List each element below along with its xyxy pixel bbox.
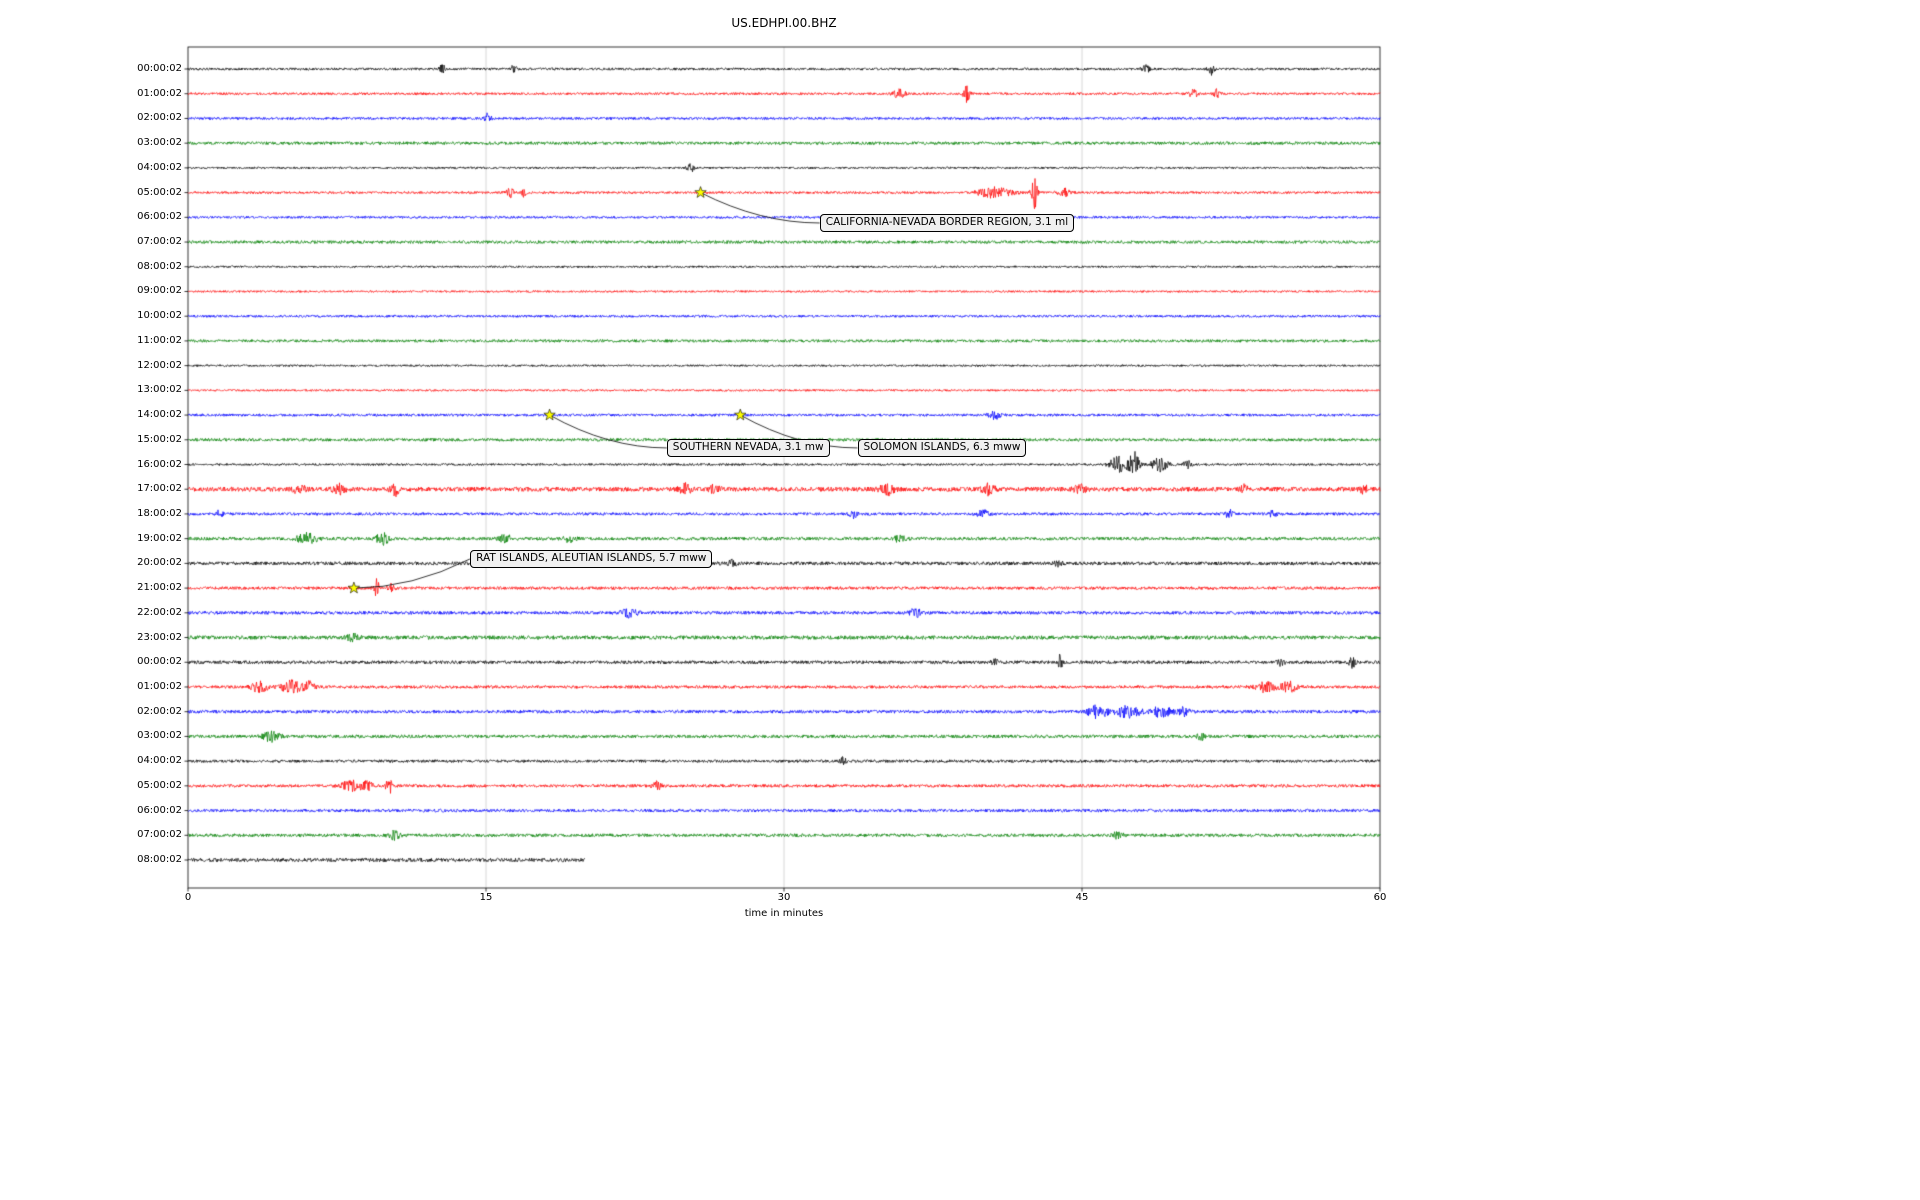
- y-tick-label: 06:00:02: [137, 211, 182, 223]
- y-tick-label: 02:00:02: [137, 705, 182, 717]
- y-tick-label: 08:00:02: [137, 854, 182, 865]
- y-tick-label: 02:00:02: [137, 112, 182, 124]
- y-tick-label: 21:00:02: [137, 582, 182, 594]
- event-annotation-label: SOLOMON ISLANDS, 6.3 mww: [857, 438, 1027, 457]
- y-tick-label: 00:00:02: [137, 63, 182, 74]
- x-tick-label: 0: [184, 892, 192, 903]
- y-tick-label: 01:00:02: [137, 680, 182, 692]
- y-tick-label: 10:00:02: [137, 310, 182, 322]
- y-tick-label: 01:00:02: [137, 87, 182, 99]
- y-tick-label: 13:00:02: [137, 384, 182, 396]
- y-tick-label: 05:00:02: [137, 186, 182, 198]
- y-tick-label: 11:00:02: [137, 334, 182, 346]
- y-tick-label: 09:00:02: [137, 285, 182, 297]
- y-tick-label: 20:00:02: [137, 557, 182, 569]
- y-tick-label: 08:00:02: [137, 260, 182, 272]
- y-tick-label: 15:00:02: [137, 433, 182, 445]
- event-annotation-label: RAT ISLANDS, ALEUTIAN ISLANDS, 5.7 mww: [470, 549, 713, 568]
- event-annotation-label: SOUTHERN NEVADA, 3.1 mw: [666, 438, 830, 457]
- y-tick-label: 05:00:02: [137, 779, 182, 791]
- x-tick-label: 15: [479, 892, 493, 903]
- event-annotation-label: CALIFORNIA-NEVADA BORDER REGION, 3.1 ml: [819, 213, 1075, 232]
- y-tick-label: 00:00:02: [137, 656, 182, 668]
- x-tick-label: 60: [1373, 892, 1387, 903]
- y-tick-label: 06:00:02: [137, 804, 182, 816]
- figure-title: US.EDHPI.00.BHZ: [731, 16, 837, 30]
- y-tick-label: 03:00:02: [137, 137, 182, 149]
- y-tick-label: 04:00:02: [137, 161, 182, 173]
- x-tick-label: 45: [1075, 892, 1089, 903]
- y-tick-label: 18:00:02: [137, 507, 182, 519]
- x-tick-label: 30: [777, 892, 791, 903]
- y-tick-label: 16:00:02: [137, 458, 182, 470]
- x-axis-label: time in minutes: [744, 908, 824, 919]
- y-tick-label: 07:00:02: [137, 236, 182, 248]
- y-tick-label: 19:00:02: [137, 532, 182, 544]
- y-tick-label: 17:00:02: [137, 483, 182, 495]
- y-tick-label: 14:00:02: [137, 409, 182, 421]
- y-tick-label: 04:00:02: [137, 755, 182, 767]
- y-tick-label: 03:00:02: [137, 730, 182, 742]
- y-tick-label: 07:00:02: [137, 829, 182, 841]
- y-tick-label: 22:00:02: [137, 606, 182, 618]
- y-tick-label: 23:00:02: [137, 631, 182, 643]
- y-tick-label: 12:00:02: [137, 359, 182, 371]
